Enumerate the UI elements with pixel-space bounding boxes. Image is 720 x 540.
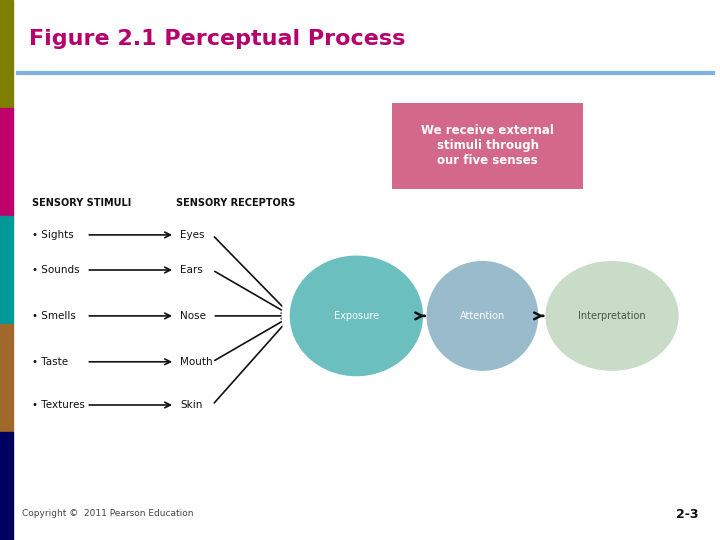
- FancyBboxPatch shape: [392, 103, 583, 189]
- Text: Skin: Skin: [180, 400, 202, 410]
- Ellipse shape: [418, 254, 546, 377]
- Text: We receive external
stimuli through
our five senses: We receive external stimuli through our …: [421, 124, 554, 167]
- Bar: [0, 0, 13, 108]
- Text: 2-3: 2-3: [676, 508, 698, 521]
- Text: Ears: Ears: [180, 265, 203, 275]
- Ellipse shape: [537, 254, 687, 377]
- Ellipse shape: [288, 254, 425, 378]
- Ellipse shape: [544, 259, 680, 373]
- Text: SENSORY RECEPTORS: SENSORY RECEPTORS: [176, 198, 296, 207]
- Text: • Smells: • Smells: [32, 311, 76, 321]
- Text: Eyes: Eyes: [180, 230, 204, 240]
- Bar: [0, 216, 13, 324]
- Text: Attention: Attention: [460, 311, 505, 321]
- Text: Interpretation: Interpretation: [578, 311, 646, 321]
- Text: Figure 2.1 Perceptual Process: Figure 2.1 Perceptual Process: [29, 29, 405, 49]
- Text: • Taste: • Taste: [32, 357, 68, 367]
- Text: • Textures: • Textures: [32, 400, 85, 410]
- Text: • Sights: • Sights: [32, 230, 74, 240]
- Text: Exposure: Exposure: [334, 311, 379, 321]
- Bar: [0, 432, 13, 540]
- Text: Copyright ©  2011 Pearson Education: Copyright © 2011 Pearson Education: [22, 509, 193, 518]
- Text: SENSORY STIMULI: SENSORY STIMULI: [32, 198, 132, 207]
- Text: Nose: Nose: [180, 311, 206, 321]
- Ellipse shape: [425, 259, 540, 373]
- Ellipse shape: [282, 249, 431, 383]
- Text: • Sounds: • Sounds: [32, 265, 80, 275]
- Bar: [0, 108, 13, 216]
- Bar: [0, 324, 13, 432]
- Text: Mouth: Mouth: [180, 357, 212, 367]
